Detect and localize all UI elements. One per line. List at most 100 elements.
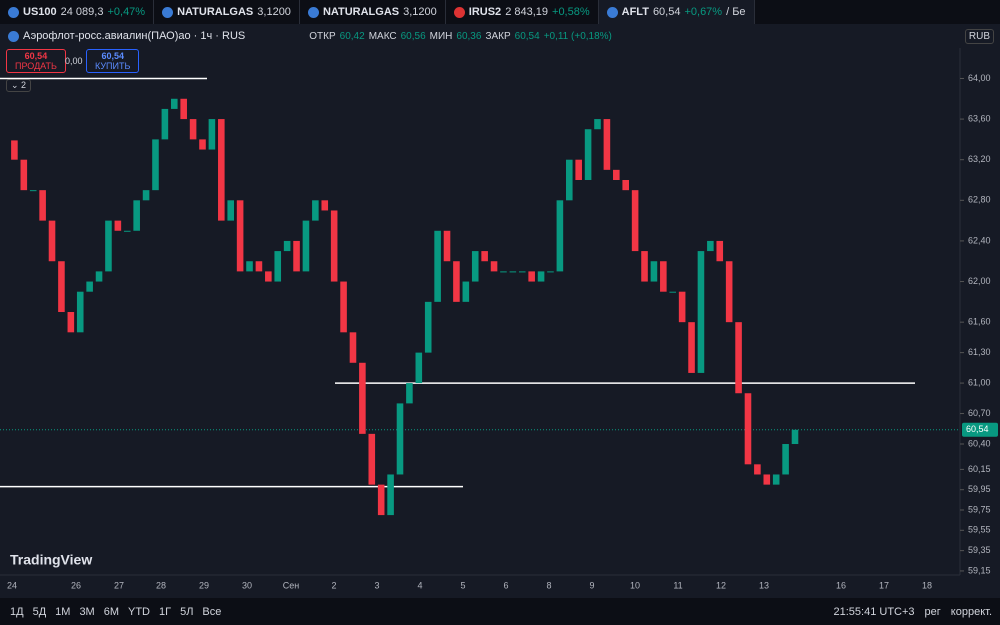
range-button[interactable]: 1Г xyxy=(159,605,172,618)
candle-body xyxy=(575,159,582,181)
candle-body xyxy=(434,230,441,302)
candle-body xyxy=(716,240,724,262)
x-tick-label: 3 xyxy=(374,580,379,590)
open-label: ОТКР xyxy=(309,30,336,42)
candle-body xyxy=(772,474,780,485)
tab[interactable]: AFLT 60,54 +0,67% / Бе xyxy=(598,0,755,24)
close-label: ЗАКР xyxy=(485,30,511,42)
tab-symbol: IRUS2 xyxy=(468,6,502,18)
candle-body xyxy=(236,200,244,272)
candle-body xyxy=(547,271,554,273)
tab-symbol: US100 xyxy=(23,6,57,18)
candle-body xyxy=(688,322,695,373)
tab-change: +0,67% xyxy=(684,6,723,18)
candle-body xyxy=(754,464,761,475)
range-button[interactable]: YTD xyxy=(128,605,150,618)
tab-symbol: NATURALGAS xyxy=(322,6,400,18)
y-tick-label: 59,15 xyxy=(968,565,991,575)
tab-change: +0,47% xyxy=(107,6,146,18)
y-tick-label: 62,40 xyxy=(968,235,991,245)
candle-body xyxy=(613,169,620,181)
range-button[interactable]: 5Л xyxy=(180,605,194,618)
candle-body xyxy=(594,119,601,130)
sell-button[interactable]: 60,54 ПРОДАТЬ xyxy=(6,49,66,73)
tab[interactable]: NATURALGAS 3,1200 xyxy=(300,0,446,24)
close-value: 60,54 xyxy=(514,30,540,42)
sell-price: 60,54 xyxy=(24,51,48,61)
candle-body xyxy=(189,119,197,140)
y-tick-label: 61,00 xyxy=(968,377,991,387)
candle-body xyxy=(406,383,413,404)
candle-body xyxy=(208,119,216,150)
x-tick-label: 2 xyxy=(331,580,336,590)
y-tick-label: 59,75 xyxy=(968,504,991,514)
symbol-title[interactable]: Аэрофлот-росс.авиалин(ПАО)ао · 1ч · RUS xyxy=(23,30,246,42)
candle-body xyxy=(678,291,686,323)
range-button[interactable]: 6М xyxy=(103,605,119,618)
candle-body xyxy=(246,261,253,272)
range-button[interactable]: Все xyxy=(202,605,222,618)
candle-body xyxy=(170,98,178,109)
candle-body xyxy=(500,271,507,273)
range-button[interactable]: 5Д xyxy=(32,605,47,618)
adjust[interactable]: коррект. xyxy=(950,605,992,618)
currency[interactable]: RUB xyxy=(964,28,994,44)
y-tick-label: 60,70 xyxy=(968,408,991,418)
indicators-toggle[interactable]: ⌄ 2 xyxy=(6,79,32,92)
candle-body xyxy=(321,200,329,211)
candle-body xyxy=(387,474,394,516)
candle-body xyxy=(359,362,366,434)
y-tick-label: 62,00 xyxy=(968,276,991,286)
session[interactable]: рег xyxy=(924,605,941,618)
y-tick-label: 60,40 xyxy=(968,438,991,448)
candle-body xyxy=(105,220,112,272)
candle-body xyxy=(725,261,733,323)
buy-label: КУПИТЬ xyxy=(95,61,131,71)
tab-price: 24 089,3 xyxy=(60,6,104,18)
candle-body xyxy=(518,271,526,273)
low-label: МИН xyxy=(429,30,453,42)
range-button[interactable]: 3М xyxy=(79,605,95,618)
candle-body xyxy=(142,190,150,201)
tab[interactable]: US100 24 089,3 +0,47% xyxy=(0,0,155,24)
x-tick-label: 29 xyxy=(199,580,209,590)
candle-body xyxy=(556,200,564,272)
candle-body xyxy=(791,429,799,445)
y-tick-label: 61,60 xyxy=(968,317,991,327)
tab-bar: US100 24 089,3 +0,47% NATURALGAS 3,1200 NAT… xyxy=(0,0,1000,24)
range-button[interactable]: 1Д xyxy=(10,605,24,618)
buy-button[interactable]: 60,54 КУПИТЬ xyxy=(86,49,140,73)
x-tick-label: 11 xyxy=(673,580,682,590)
range-buttons: 1Д 5Д 1М 3М 6М YTD 1Г 5Л Все xyxy=(10,606,221,618)
candle-body xyxy=(48,220,56,262)
candle-body xyxy=(622,180,630,191)
candle-body xyxy=(669,291,677,293)
tab[interactable]: IRUS2 2 843,19 +0,58% xyxy=(446,0,599,24)
candle-body xyxy=(490,261,498,272)
candle-body xyxy=(39,190,46,221)
candle-body xyxy=(349,332,357,363)
chart: TradingView 64,00 63,60 63,20 62,80 62,40 62,… xyxy=(0,48,998,590)
candle-body xyxy=(199,139,206,150)
x-tick-label: 28 xyxy=(156,580,166,590)
y-tick-label: 61,30 xyxy=(968,347,991,357)
tab-price: 2 843,19 xyxy=(505,6,549,18)
candle-body xyxy=(396,403,404,475)
candle-body xyxy=(123,230,131,232)
candle-body xyxy=(152,139,159,191)
y-tick-label: 59,55 xyxy=(968,525,991,535)
tab-price: 3,1200 xyxy=(257,6,291,18)
range-button[interactable]: 1М xyxy=(55,605,71,618)
candle-body xyxy=(133,200,140,231)
candle-body xyxy=(76,291,84,333)
candle-body xyxy=(180,98,187,120)
x-tick-label: 5 xyxy=(460,580,465,590)
y-tick-label: 63,20 xyxy=(968,154,991,164)
candle-body xyxy=(377,484,385,516)
high-label: МАКС xyxy=(368,30,397,42)
candle-body xyxy=(565,159,573,201)
tab[interactable]: NATURALGAS 3,1200 xyxy=(154,0,300,24)
candle-body xyxy=(650,261,658,282)
candle-body xyxy=(218,119,225,221)
